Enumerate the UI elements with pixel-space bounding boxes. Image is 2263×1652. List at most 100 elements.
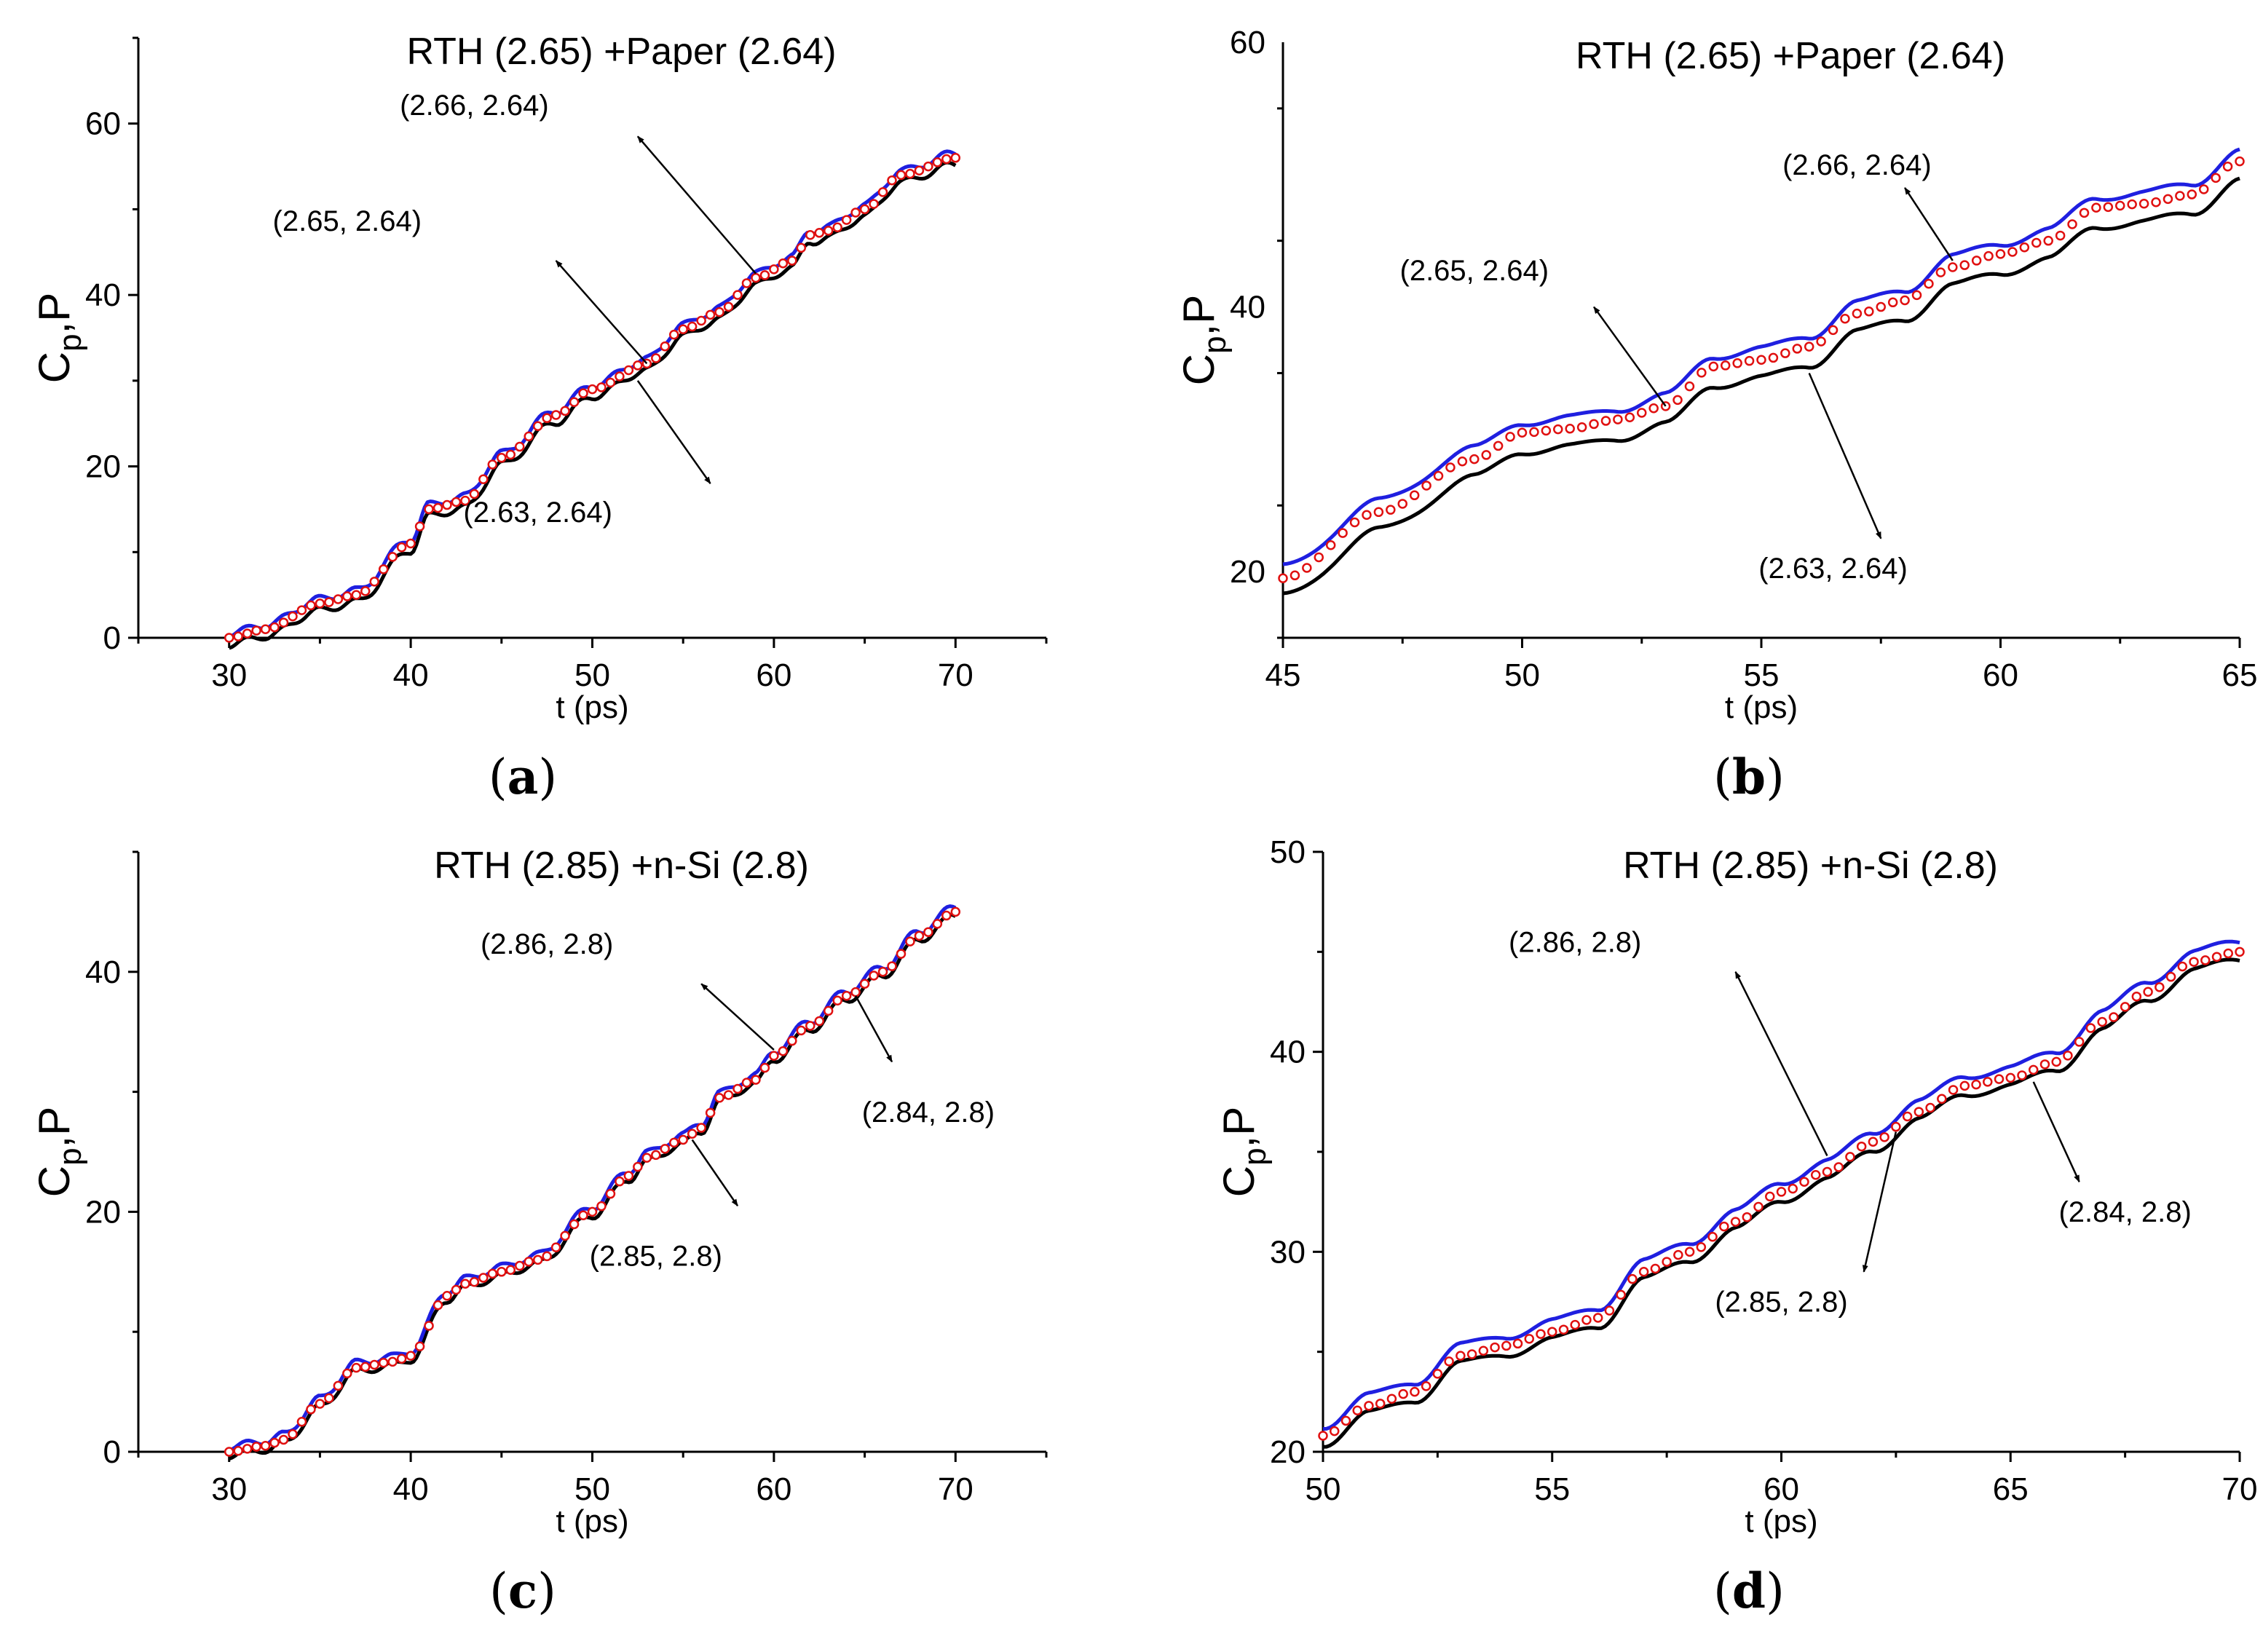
data-point-red [1816,336,1826,347]
data-point-red [469,1276,480,1287]
data-point-red [1768,352,1779,363]
data-point-red [615,371,625,382]
data-point-red [687,321,698,332]
data-point-red [741,278,752,288]
data-point-red [2031,237,2042,248]
data-point-red [1627,1273,1638,1284]
data-point-red [342,591,352,601]
data-point-red [1638,1267,1649,1277]
data-point-red [460,1278,470,1289]
data-point-red [787,1035,797,1046]
series-circles [224,153,961,643]
annotation-arrow [1904,187,1954,261]
data-point-red [2115,200,2125,211]
data-point-red [278,617,289,628]
x-tick-label: 30 [211,657,247,693]
y-tick-label: 40 [85,277,121,313]
data-point-red [2127,199,2137,210]
panel-label: (d) [1713,1562,1785,1619]
data-point-red [242,1444,253,1454]
panel-label-close: ) [1766,1563,1785,1619]
data-point-red [1481,450,1491,460]
annotation-label: (2.66, 2.64) [1782,149,1932,181]
data-point-red [2074,1037,2085,1047]
data-point-red [1776,1187,1787,1197]
data-point-red [1490,1342,1500,1353]
y-tick-label: 20 [85,449,121,485]
data-point-red [1891,1121,1901,1132]
data-point-red [351,1362,362,1373]
data-point-red [1444,1356,1454,1367]
data-point-red [360,1361,371,1372]
data-point-red [478,1273,489,1283]
data-point-red [668,1137,679,1148]
data-point-red [2028,1064,2039,1075]
data-point-red [406,538,416,549]
data-point-red [514,1260,525,1271]
panel-label-letter: a [508,748,539,805]
data-point-red [524,1257,534,1267]
annotation-label: (2.65, 2.64) [273,205,422,237]
data-point-red [497,453,507,463]
data-point-red [2055,230,2066,241]
series-line-blue [1282,147,2240,566]
y-axis-title-sub: p [1237,1147,1273,1165]
y-axis-title-rest: ,P [30,293,79,334]
data-point-red [378,564,389,574]
data-point-red [1708,361,1719,372]
data-point-red [1744,355,1755,366]
y-tick-label: 50 [1270,834,1306,870]
data-point-red [1673,1249,1683,1260]
series-circles [224,906,961,1457]
data-point-red [814,1016,824,1027]
data-point-red [869,199,879,209]
y-tick-label: 60 [85,106,121,142]
data-point-red [941,154,952,165]
data-point-red [841,991,852,1001]
data-point-red [914,930,925,941]
y-axis-title-rest: ,P [30,1107,79,1148]
data-point-red [1409,490,1420,501]
data-point-red [923,161,933,172]
y-axis-title-main: C [30,1166,79,1197]
data-point-red [433,1300,443,1311]
data-point-red [424,1321,434,1331]
data-point-red [2198,184,2209,194]
data-point-red [914,165,925,175]
data-point-red [2051,1056,2061,1067]
data-point-red [605,377,616,388]
x-tick-label: 50 [574,657,610,693]
data-point-red [1983,1077,1993,1087]
panel-label-letter: b [1732,748,1766,805]
data-point-red [1600,416,1611,426]
series-line-black [228,160,957,650]
data-point-red [2109,1012,2119,1022]
data-point-red [469,489,480,499]
data-point-red [2063,1051,2073,1061]
data-point-red [678,1134,688,1145]
data-point-red [615,1176,625,1187]
data-point-red [1349,517,1360,528]
data-point-red [668,329,679,340]
panel-label: (a) [489,748,557,805]
data-point-red [923,927,933,937]
data-point-red [596,1201,607,1212]
data-point-red [1445,462,1456,473]
data-point-red [1624,412,1635,422]
data-point-red [823,1005,834,1016]
data-point-red [2200,955,2211,965]
data-point-red [1329,1426,1340,1436]
data-point-red [451,1284,462,1295]
y-tick-label: 30 [1270,1234,1306,1270]
data-point-red [1788,1183,1798,1194]
data-point-red [1937,1094,1947,1104]
data-point-red [877,187,888,197]
data-point-red [950,153,961,163]
data-point-red [2235,156,2245,167]
y-tick-label: 60 [1230,25,1265,60]
data-point-red [1971,256,1982,266]
data-point-red [406,1351,416,1361]
data-point-red [524,431,534,442]
data-point-red [333,594,344,604]
data-point-red [1505,432,1515,442]
